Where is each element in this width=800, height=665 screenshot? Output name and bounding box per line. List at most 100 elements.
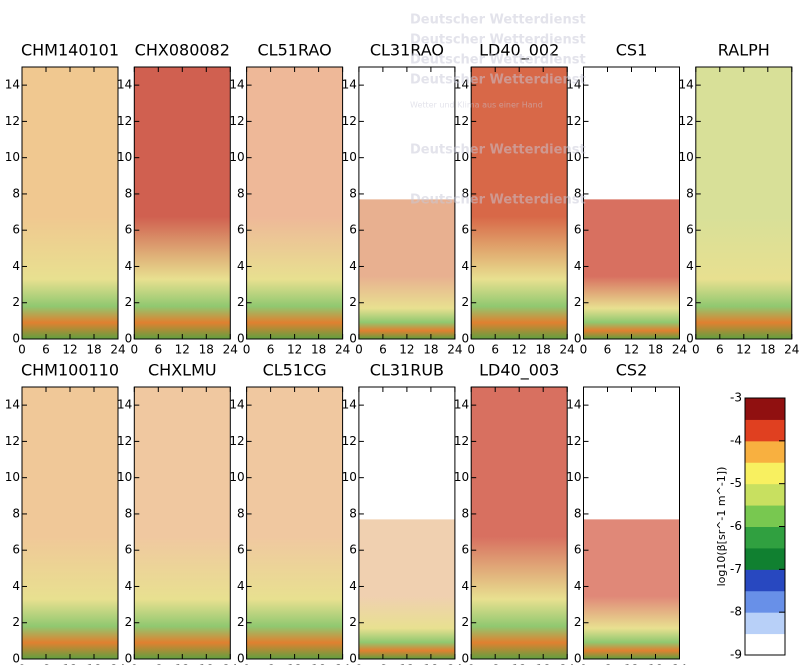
y-tick-label: 10 <box>5 470 20 484</box>
x-tick-label: 6 <box>491 663 499 665</box>
y-tick-label: 4 <box>125 579 133 593</box>
y-tick-label: 6 <box>462 543 470 557</box>
y-tick-label: 0 <box>125 332 133 346</box>
panel-title: CHM100110 <box>21 361 119 380</box>
x-tick-label: 24 <box>784 343 799 357</box>
y-tick-label: 0 <box>686 332 694 346</box>
panel-title: CHM140101 <box>21 41 119 60</box>
y-tick-label: 12 <box>342 114 357 128</box>
y-tick-label: 8 <box>349 506 357 520</box>
y-tick-label: 4 <box>349 259 357 273</box>
y-tick-label: 2 <box>349 615 357 629</box>
y-tick-label: 2 <box>125 295 133 309</box>
y-tick-label: 6 <box>349 543 357 557</box>
backscatter-field <box>471 67 568 339</box>
colorbar-segment <box>745 462 785 485</box>
y-tick-label: 8 <box>237 506 245 520</box>
x-tick-label: 6 <box>379 343 387 357</box>
y-tick-label: 0 <box>574 332 582 346</box>
colorbar-tick-label: -9 <box>730 648 742 662</box>
y-tick-label: 14 <box>566 78 581 92</box>
y-tick-label: 4 <box>686 259 694 273</box>
panel-title: LD40_002 <box>479 41 559 61</box>
y-tick-label: 2 <box>12 295 20 309</box>
y-tick-label: 4 <box>574 259 582 273</box>
y-tick-label: 14 <box>342 78 357 92</box>
backscatter-field <box>358 199 455 339</box>
y-tick-label: 4 <box>349 579 357 593</box>
x-tick-label: 24 <box>560 663 575 665</box>
x-tick-label: 18 <box>199 343 214 357</box>
x-tick-label: 6 <box>491 343 499 357</box>
y-tick-label: 2 <box>574 295 582 309</box>
watermark-subtitle: Wetter und Klima aus einer Hand <box>410 101 543 110</box>
y-tick-label: 8 <box>462 506 470 520</box>
x-tick-label: 12 <box>62 343 77 357</box>
y-tick-label: 12 <box>229 434 244 448</box>
y-tick-label: 14 <box>117 78 132 92</box>
x-tick-label: 6 <box>267 343 275 357</box>
y-tick-label: 4 <box>12 259 20 273</box>
backscatter-field <box>583 519 680 659</box>
y-tick-label: 2 <box>686 295 694 309</box>
y-tick-label: 12 <box>679 114 694 128</box>
y-tick-label: 10 <box>5 150 20 164</box>
y-tick-label: 14 <box>229 78 244 92</box>
y-tick-label: 10 <box>117 470 132 484</box>
colorbar-tick-label: -3 <box>730 391 742 405</box>
y-tick-label: 8 <box>237 186 245 200</box>
y-tick-label: 12 <box>342 434 357 448</box>
x-tick-label: 6 <box>604 343 612 357</box>
y-tick-label: 10 <box>342 470 357 484</box>
x-tick-label: 0 <box>580 343 588 357</box>
y-tick-label: 8 <box>574 506 582 520</box>
x-tick-label: 18 <box>423 343 438 357</box>
y-tick-label: 14 <box>117 398 132 412</box>
y-tick-label: 12 <box>454 114 469 128</box>
colorbar-label: log10(β[sr^-1 m^-1]) <box>715 467 728 587</box>
x-tick-label: 18 <box>311 343 326 357</box>
y-tick-label: 12 <box>117 114 132 128</box>
x-tick-label: 0 <box>130 343 138 357</box>
x-tick-label: 0 <box>580 663 588 665</box>
y-tick-label: 2 <box>237 615 245 629</box>
y-tick-label: 6 <box>125 543 133 557</box>
y-tick-label: 8 <box>12 506 20 520</box>
y-tick-label: 0 <box>349 332 357 346</box>
y-tick-label: 6 <box>237 223 245 237</box>
x-tick-label: 12 <box>736 343 751 357</box>
y-tick-label: 8 <box>125 186 133 200</box>
y-tick-label: 12 <box>5 434 20 448</box>
y-tick-label: 4 <box>462 259 470 273</box>
watermark: Deutscher Wetterdienst <box>410 33 586 48</box>
backscatter-field <box>22 67 118 339</box>
panel-title: CL31RAO <box>370 41 444 60</box>
y-tick-label: 4 <box>237 259 245 273</box>
x-tick-label: 24 <box>447 663 462 665</box>
watermark: Deutscher Wetterdienst <box>410 143 586 158</box>
y-tick-label: 14 <box>229 398 244 412</box>
y-tick-label: 4 <box>237 579 245 593</box>
x-tick-label: 12 <box>175 663 190 665</box>
y-tick-label: 12 <box>566 434 581 448</box>
x-tick-label: 6 <box>267 663 275 665</box>
x-tick-label: 24 <box>672 343 687 357</box>
colorbar-tick-label: -5 <box>730 476 742 490</box>
y-tick-label: 10 <box>229 150 244 164</box>
y-tick-label: 10 <box>229 470 244 484</box>
y-tick-label: 8 <box>349 186 357 200</box>
panel-title: CL51RAO <box>258 41 332 60</box>
y-tick-label: 2 <box>237 295 245 309</box>
y-tick-label: 0 <box>237 652 245 665</box>
y-tick-label: 10 <box>342 150 357 164</box>
y-tick-label: 8 <box>125 506 133 520</box>
panel-title: CHX080082 <box>135 41 230 60</box>
x-tick-label: 24 <box>447 343 462 357</box>
panel-title: RALPH <box>718 41 770 60</box>
y-tick-label: 8 <box>462 186 470 200</box>
backscatter-field <box>22 387 118 659</box>
x-tick-label: 18 <box>311 663 326 665</box>
x-tick-label: 24 <box>335 343 350 357</box>
y-tick-label: 0 <box>125 652 133 665</box>
